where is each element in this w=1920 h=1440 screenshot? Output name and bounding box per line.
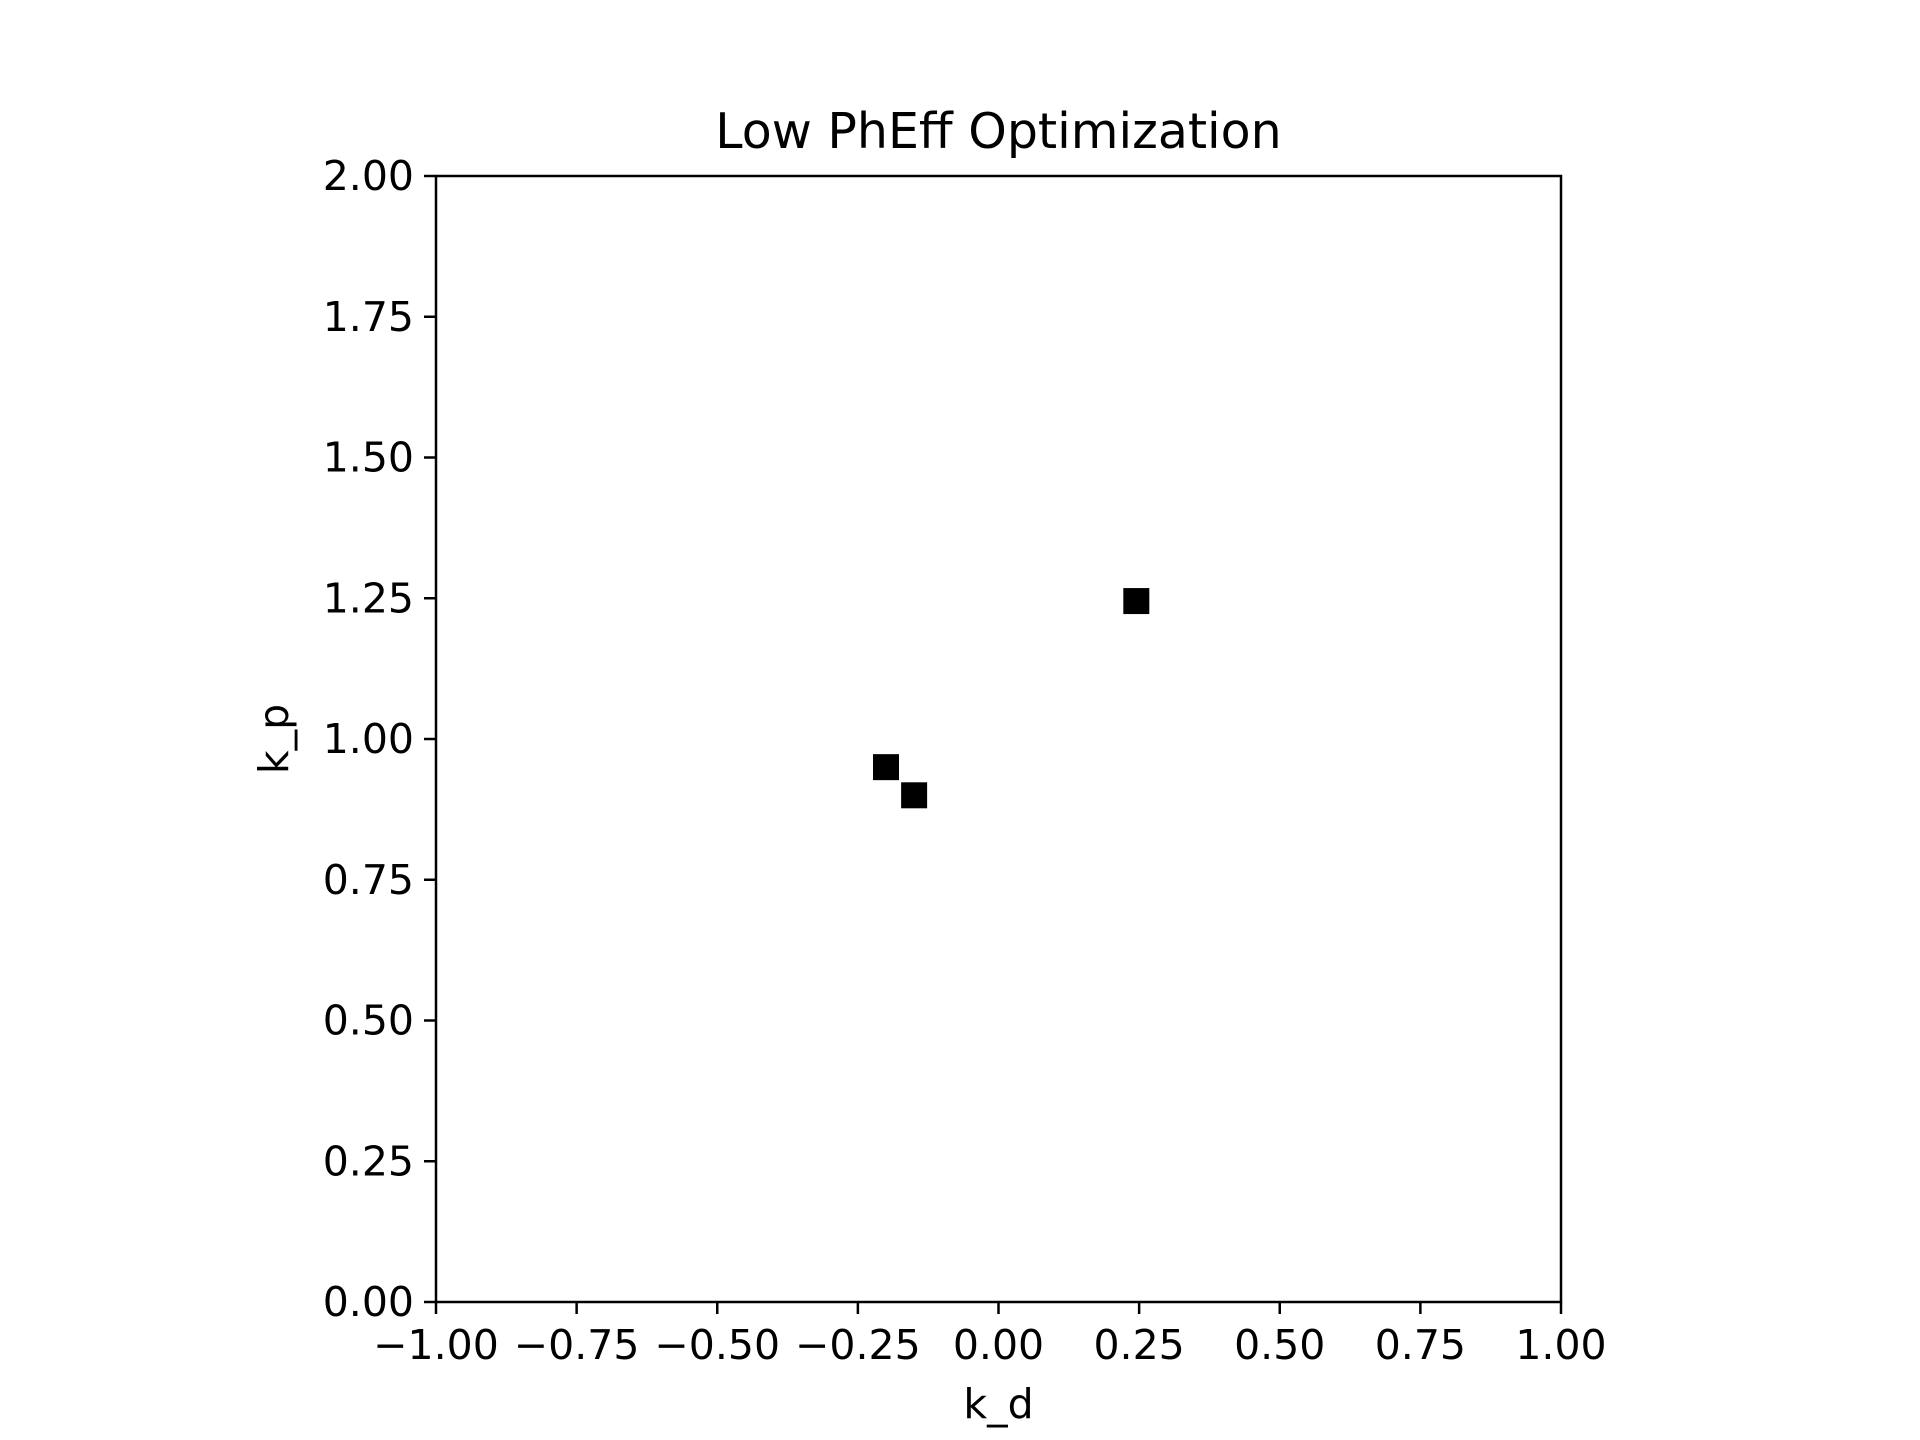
y-tick-label: 1.00 xyxy=(323,715,414,763)
data-point xyxy=(1123,588,1150,615)
x-tick-label: −1.00 xyxy=(373,1321,499,1369)
y-tick-label: 0.00 xyxy=(323,1278,414,1326)
data-point xyxy=(901,782,928,809)
y-tick-label: 0.50 xyxy=(323,997,414,1045)
x-tick-label: 0.00 xyxy=(953,1321,1044,1369)
y-axis-ticks: 0.00 0.25 0.50 0.75 1.00 1.25 1.50 1.75 2.00 xyxy=(323,152,436,1326)
data-points xyxy=(873,588,1150,809)
chart-title: Low PhEff Optimization xyxy=(715,103,1281,160)
x-axis-label: k_d xyxy=(963,1380,1033,1428)
data-point xyxy=(873,754,899,781)
x-tick-label: 1.00 xyxy=(1515,1321,1606,1369)
y-tick-label: 0.75 xyxy=(323,856,414,904)
plot-frame xyxy=(434,174,1563,1304)
y-tick-label: 2.00 xyxy=(323,152,414,200)
x-tick-label: 0.50 xyxy=(1234,1321,1325,1369)
y-tick-label: 0.25 xyxy=(323,1137,414,1185)
x-axis-ticks: −1.00 −0.75 −0.50 −0.25 0.00 0.25 0.50 0.75 1.00 xyxy=(373,1302,1607,1369)
y-axis-label: k_p xyxy=(250,704,298,774)
x-tick-label: 0.25 xyxy=(1093,1321,1184,1369)
x-tick-label: −0.25 xyxy=(795,1321,921,1369)
x-tick-label: −0.75 xyxy=(514,1321,640,1369)
x-tick-label: −0.50 xyxy=(654,1321,780,1369)
y-tick-label: 1.75 xyxy=(323,293,414,341)
y-tick-label: 1.25 xyxy=(323,574,414,622)
y-tick-label: 1.50 xyxy=(323,434,414,482)
x-tick-label: 0.75 xyxy=(1375,1321,1466,1369)
